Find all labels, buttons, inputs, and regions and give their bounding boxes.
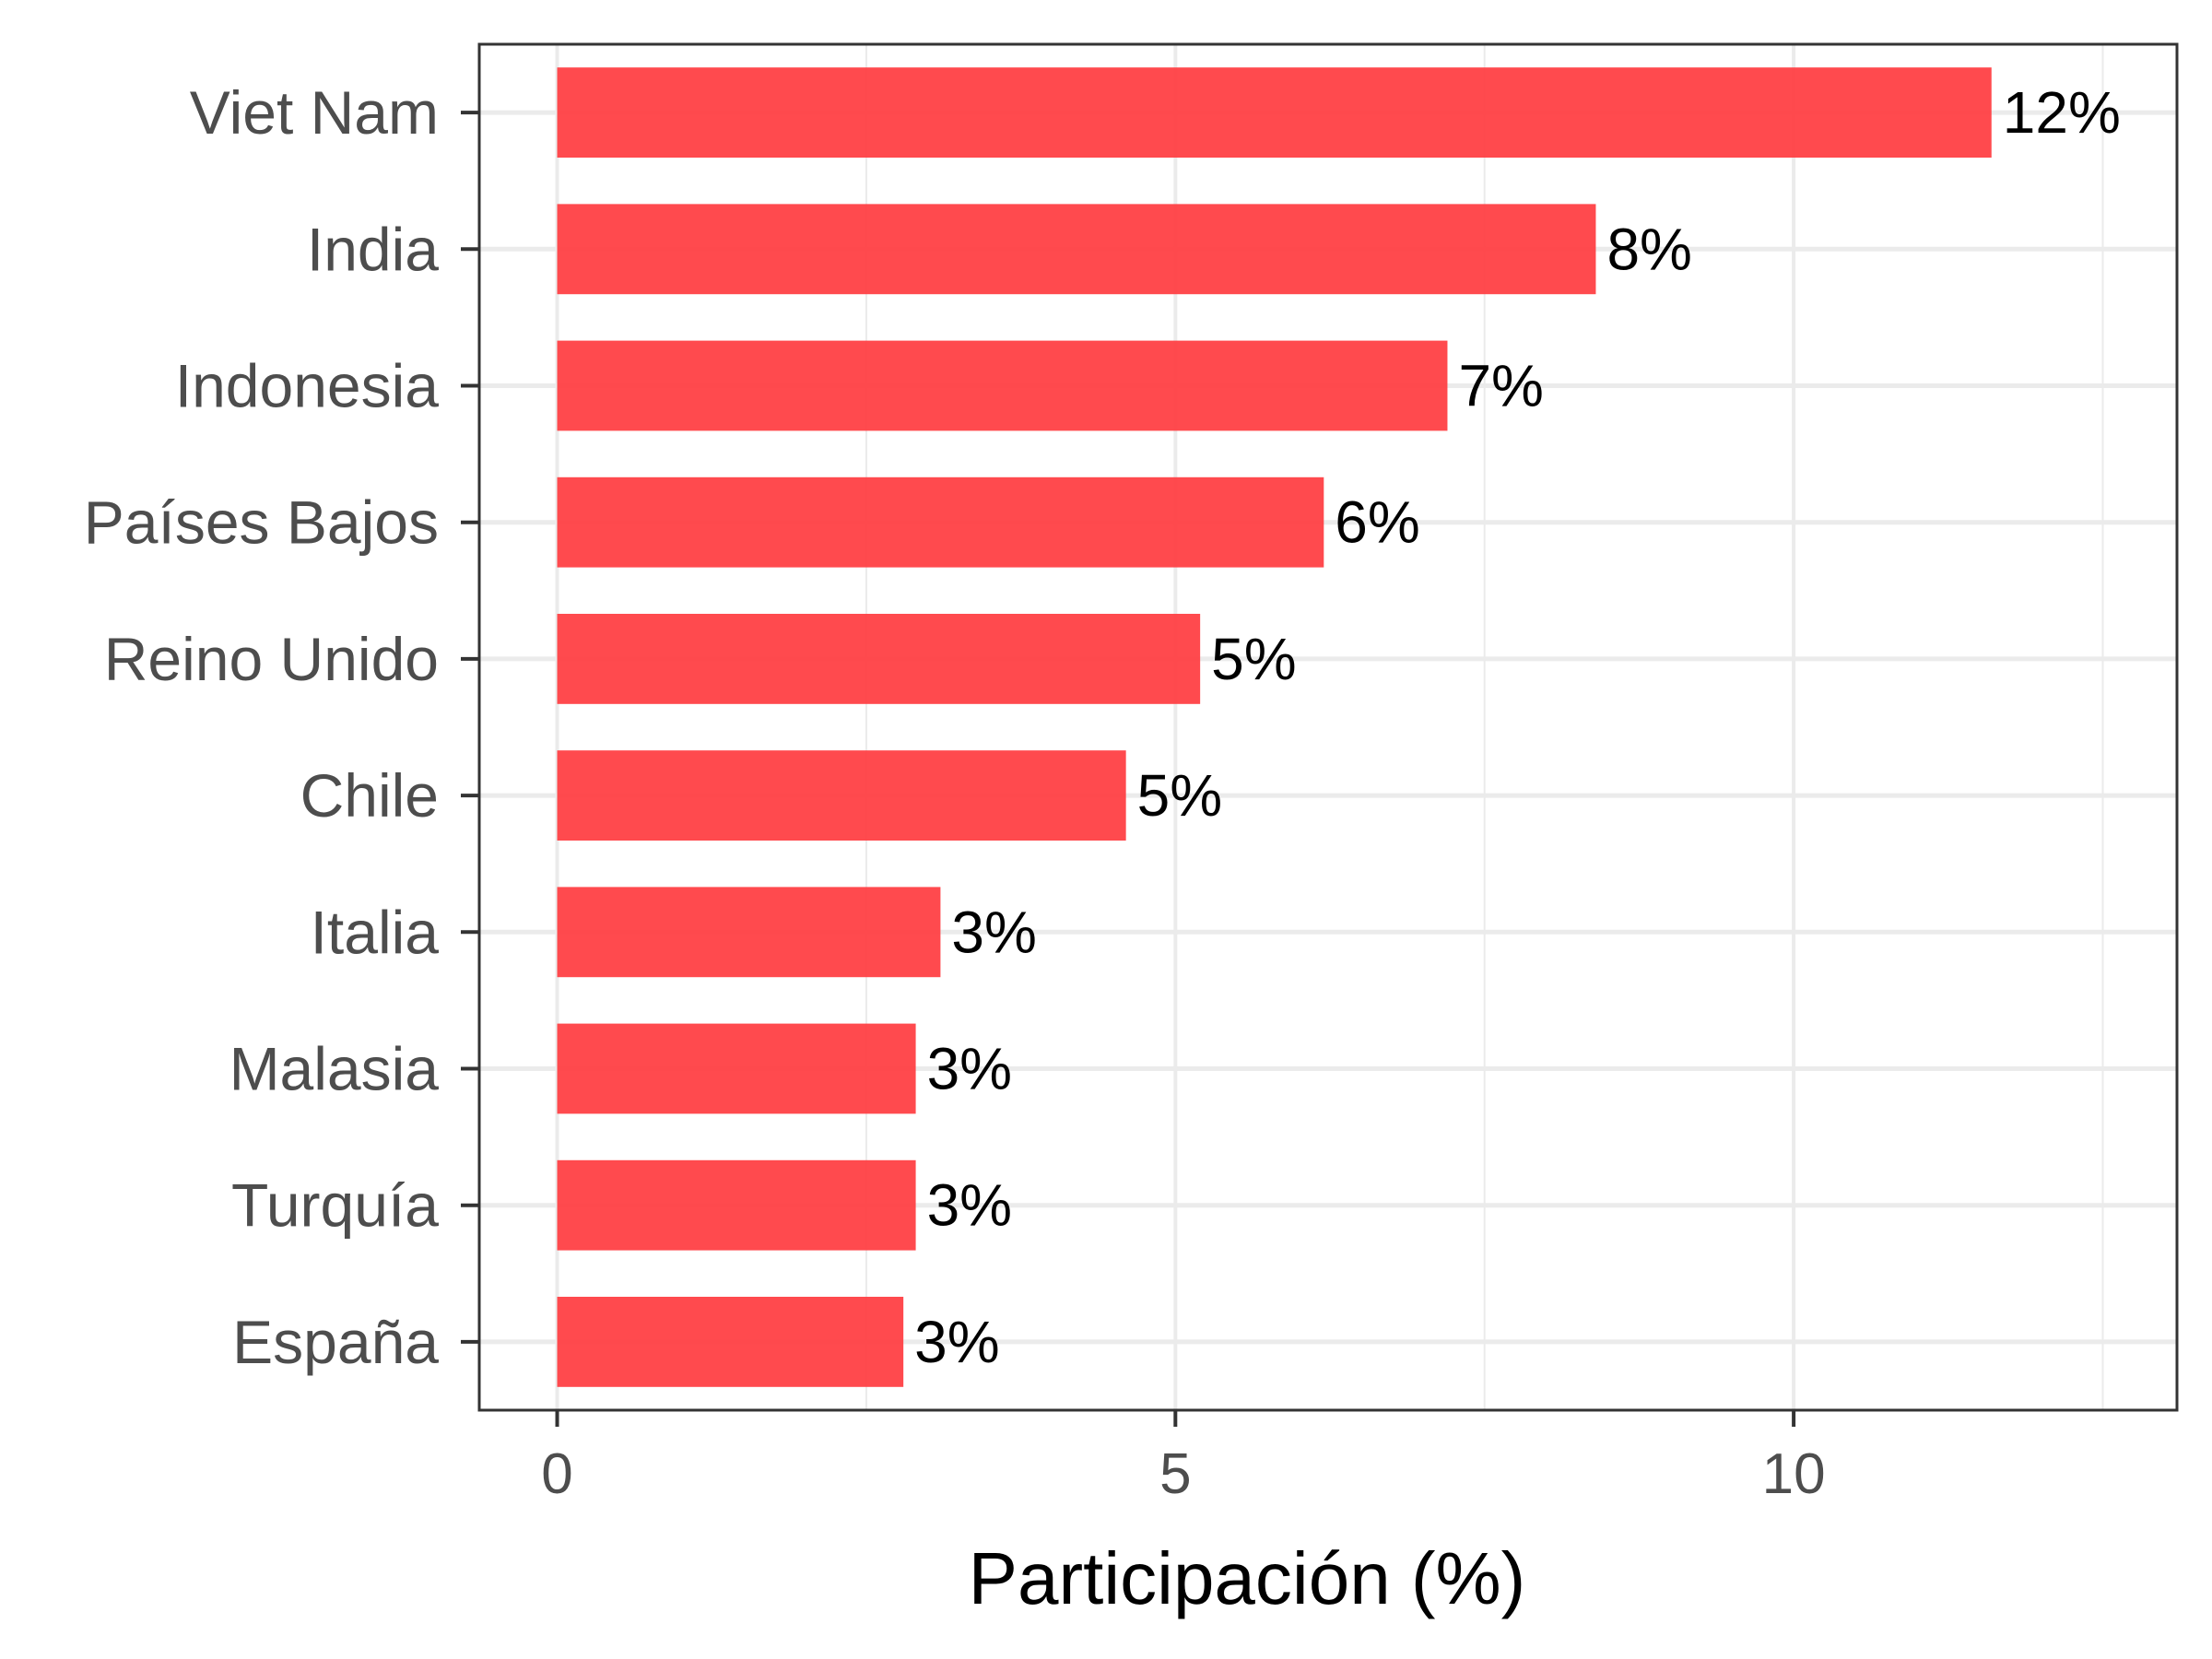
bar: [557, 477, 1324, 568]
x-axis: 0 5 10: [541, 1410, 1826, 1506]
y-tick-label: Indonesia: [175, 352, 440, 420]
y-tick-label: Países Bajos: [84, 488, 439, 557]
data-label: 5%: [1211, 626, 1297, 692]
bar: [557, 67, 1992, 159]
data-label: 7%: [1458, 353, 1544, 419]
data-label: 12%: [2003, 79, 2121, 146]
bar: [557, 1159, 916, 1251]
x-axis-title: Participación (%): [969, 1537, 1526, 1619]
bar: [557, 887, 941, 978]
y-tick-label: Viet Nam: [190, 78, 439, 147]
y-tick-label: Italia: [311, 898, 440, 966]
y-tick-label: Reino Unido: [104, 625, 439, 693]
data-label: 3%: [927, 1172, 1013, 1239]
y-tick-label: India: [307, 215, 439, 283]
bars: [557, 67, 1992, 1387]
bar: [557, 1296, 904, 1387]
data-label: 6%: [1335, 489, 1420, 556]
y-tick-label: España: [232, 1308, 439, 1376]
y-tick-label: Malasia: [229, 1035, 440, 1103]
data-label: 5%: [1137, 762, 1223, 829]
x-tick-label: 0: [541, 1442, 572, 1506]
y-tick-label: Chile: [300, 761, 439, 830]
bar: [557, 613, 1201, 704]
x-tick-label: 5: [1159, 1442, 1191, 1506]
bar: [557, 340, 1448, 431]
data-label: 3%: [951, 899, 1037, 965]
y-tick-label: Turquía: [231, 1171, 439, 1240]
x-tick-label: 10: [1762, 1442, 1826, 1506]
data-label: 3%: [927, 1036, 1013, 1102]
data-label: 3%: [914, 1309, 999, 1375]
data-label: 8%: [1606, 216, 1692, 282]
bar: [557, 750, 1126, 841]
plot-panel-border: [477, 42, 2179, 1412]
y-axis: Viet Nam India Indonesia Países Bajos Reino …: [84, 78, 479, 1376]
bar: [557, 1023, 916, 1114]
bar: [557, 204, 1596, 295]
value-labels: 12% 8% 7% 6% 5% 5% 3% 3% 3% 3%: [914, 79, 2121, 1375]
